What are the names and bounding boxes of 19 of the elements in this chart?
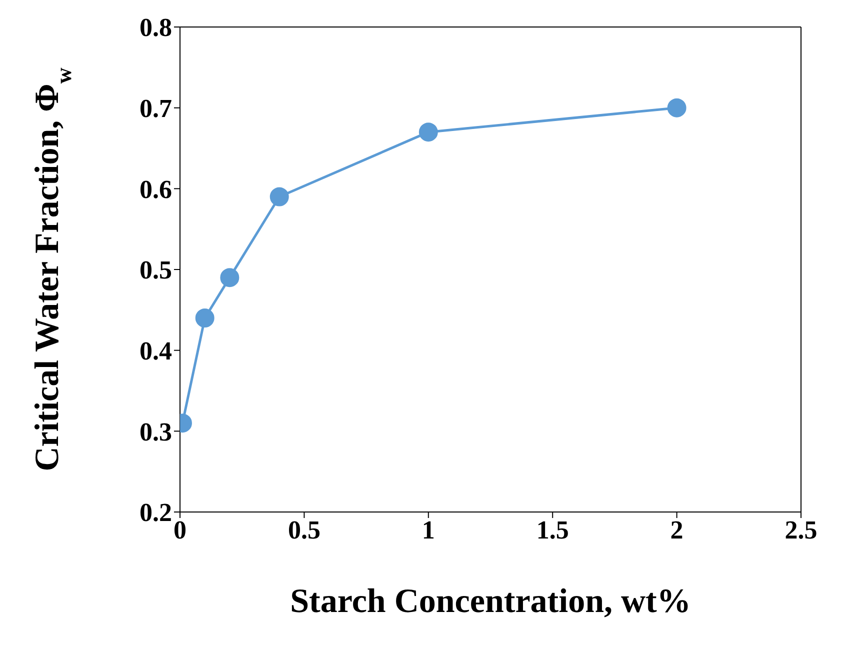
y-tick-label: 0.4: [140, 336, 172, 366]
x-tick-label: 1: [422, 515, 435, 544]
y-tick-label: 0.6: [140, 174, 172, 204]
x-axis-title: Starch Concentration, wt%: [290, 583, 691, 620]
point: [270, 187, 289, 206]
x-tick-label: 1.5: [536, 515, 569, 544]
y-tick-label: 0.7: [140, 94, 172, 124]
y-tick-label: 0.8: [140, 13, 172, 42]
y-tick-label: 0.5: [140, 256, 172, 285]
y-tick-label: 0.3: [140, 417, 172, 446]
point: [667, 98, 686, 118]
point: [195, 308, 214, 328]
x-tick-label: 0.5: [288, 515, 320, 544]
x-tick-label: 2: [670, 515, 684, 544]
x-tick-label: 2.5: [784, 515, 818, 544]
point: [220, 268, 240, 288]
y-tick-label: 0.2: [140, 498, 172, 528]
x-tick-label: 0: [174, 515, 186, 544]
point: [418, 122, 438, 142]
